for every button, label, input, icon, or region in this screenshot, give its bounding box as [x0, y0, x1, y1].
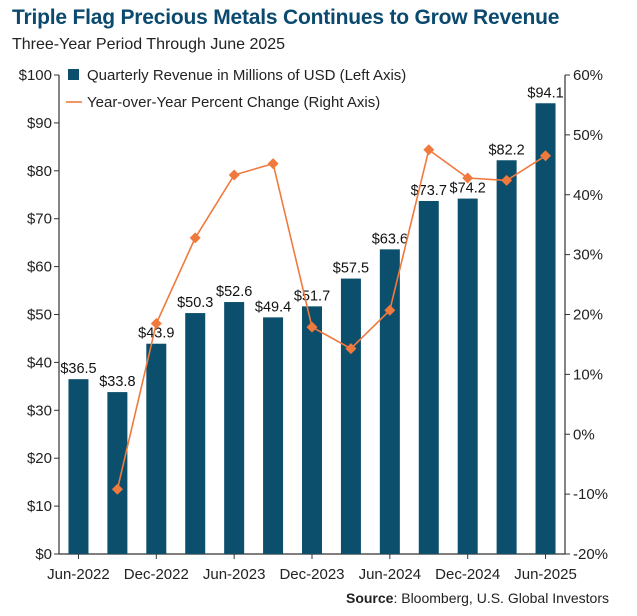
x-tick-label: Jun-2024 [359, 566, 422, 583]
revenue-bar [224, 302, 245, 554]
revenue-data-label: $50.3 [177, 295, 213, 311]
yoy-point [384, 304, 396, 316]
left-tick-label: $100 [19, 67, 52, 84]
axes: $0 $10 $20 $30 $40 $50 $60 $70 $80 $90 $100 -20% -10… [19, 67, 608, 583]
revenue-data-label: $74.2 [450, 181, 486, 197]
revenue-data-label: $63.6 [372, 231, 408, 247]
x-tick-label: Jun-2022 [47, 566, 110, 583]
source-label: Source [345, 590, 394, 606]
left-tick-label: $70 [27, 211, 52, 228]
x-tick-label: Jun-2023 [203, 566, 266, 583]
left-tick-label: $60 [27, 259, 52, 276]
yoy-point [501, 174, 513, 186]
revenue-bar [107, 392, 128, 554]
left-tick-label: $10 [27, 498, 52, 515]
yoy-point [228, 169, 240, 181]
yoy-line [116, 148, 546, 490]
revenue-data-label: $36.5 [60, 361, 96, 377]
left-tick-label: $50 [27, 307, 52, 324]
left-tick-label: $20 [27, 450, 52, 467]
revenue-bar [418, 200, 439, 555]
revenue-data-label: $52.6 [216, 284, 252, 300]
yoy-point [267, 158, 279, 170]
right-tick-label: 60% [573, 67, 603, 84]
yoy-point [111, 483, 123, 495]
revenue-data-label: $33.8 [99, 374, 135, 390]
revenue-bar [68, 379, 89, 554]
revenue-bar [185, 313, 206, 554]
revenue-data-label: $73.7 [411, 183, 447, 199]
x-tick-label: Dec-2023 [279, 566, 344, 583]
revenue-bar-labels: $36.5$33.8 $43.9$50.3$52.6$49.4$51.7$57.5… [60, 85, 563, 390]
revenue-bar [302, 306, 322, 554]
legend: Quarterly Revenue in Millions of USD (Le… [66, 67, 406, 111]
left-tick-label: $90 [27, 115, 52, 132]
yoy-point [462, 172, 474, 184]
revenue-data-label: $82.2 [488, 142, 524, 158]
revenue-data-label: $51.7 [294, 288, 330, 304]
chart-title: Triple Flag Precious Metals Continues to… [12, 6, 560, 29]
yoy-point [345, 343, 357, 355]
yoy-point [540, 150, 551, 162]
source-text: : Bloomberg, U.S. Global Investors [393, 590, 609, 606]
revenue-data-label: $49.4 [255, 299, 291, 315]
legend-swatch-revenue [68, 69, 79, 80]
x-tick-label: Dec-2024 [435, 566, 500, 583]
right-tick-label: 20% [573, 307, 603, 324]
revenue-bar [340, 278, 361, 554]
right-tick-label: -10% [573, 486, 608, 503]
right-tick-label: 50% [573, 127, 603, 144]
legend-label-yoy: Year-over-Year Percent Change (Right Axi… [87, 94, 380, 111]
source-note: Source: Bloomberg, U.S. Global Investors [346, 590, 609, 606]
revenue-bar [535, 103, 556, 555]
left-tick-label: $0 [35, 546, 52, 563]
right-tick-label: -20% [573, 546, 608, 563]
right-tick-label: 0% [573, 426, 595, 443]
right-tick-label: 10% [573, 366, 603, 383]
x-tick-label: Dec-2022 [124, 566, 189, 583]
revenue-data-label: $57.5 [333, 261, 369, 277]
revenue-bar [263, 317, 284, 554]
right-tick-label: 30% [573, 247, 603, 264]
revenue-bar [146, 343, 167, 554]
revenue-bar [496, 160, 517, 554]
revenue-bar [379, 249, 400, 554]
left-tick-label: $40 [27, 354, 52, 371]
chart: $0 $10 $20 $30 $40 $50 $60 $70 $80 $90 $100 -20% -10… [19, 67, 608, 583]
left-tick-label: $30 [27, 402, 52, 419]
yoy-point [189, 232, 201, 244]
revenue-data-label: $43.9 [138, 326, 174, 342]
revenue-bars [68, 103, 556, 555]
revenue-data-label: $94.1 [527, 85, 563, 101]
revenue-bar [457, 198, 478, 554]
legend-label-revenue: Quarterly Revenue in Millions of USD (Le… [87, 67, 406, 84]
yoy-point [423, 144, 435, 156]
right-tick-label: 40% [573, 187, 603, 204]
yoy-point [306, 321, 318, 333]
yoy-line-series [111, 144, 551, 495]
left-tick-label: $80 [27, 163, 52, 180]
chart-subtitle: Three-Year Period Through June 2025 [12, 36, 286, 53]
yoy-point [150, 318, 162, 329]
x-tick-label: Jun-2025 [514, 566, 577, 583]
